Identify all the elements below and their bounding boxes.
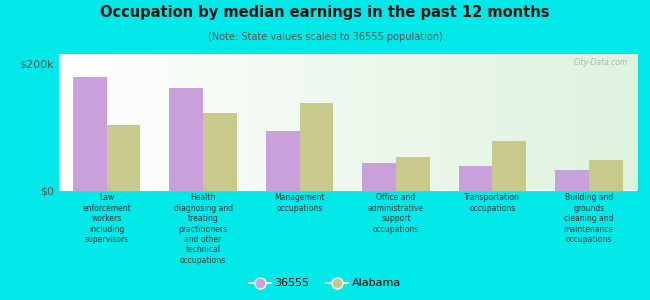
Bar: [396, 157, 430, 190]
Text: Office and
administrative
support
occupations: Office and administrative support occupa…: [368, 194, 424, 234]
Text: Law
enforcement
workers
including
supervisors: Law enforcement workers including superv…: [83, 194, 131, 244]
Bar: [300, 103, 333, 190]
Bar: [459, 167, 493, 191]
Text: (Note: State values scaled to 36555 population): (Note: State values scaled to 36555 popu…: [207, 32, 443, 41]
Text: Building and
grounds
cleaning and
maintenance
occupations: Building and grounds cleaning and mainte…: [564, 194, 614, 244]
Bar: [589, 160, 623, 190]
Bar: [107, 125, 140, 190]
Bar: [555, 169, 589, 190]
Text: Management
occupations: Management occupations: [274, 194, 325, 213]
Text: Health
diagnosing and
treating
practitioners
and other
technical
occupations: Health diagnosing and treating practitio…: [174, 194, 233, 265]
Bar: [73, 77, 107, 190]
Bar: [170, 88, 203, 190]
Bar: [266, 131, 300, 190]
Text: Occupation by median earnings in the past 12 months: Occupation by median earnings in the pas…: [100, 4, 550, 20]
Bar: [362, 163, 396, 190]
Bar: [493, 141, 526, 190]
Text: Transportation
occupations: Transportation occupations: [465, 194, 520, 213]
Text: City-Data.com: City-Data.com: [574, 58, 629, 67]
Bar: [203, 113, 237, 190]
Legend: 36555, Alabama: 36555, Alabama: [244, 274, 406, 293]
